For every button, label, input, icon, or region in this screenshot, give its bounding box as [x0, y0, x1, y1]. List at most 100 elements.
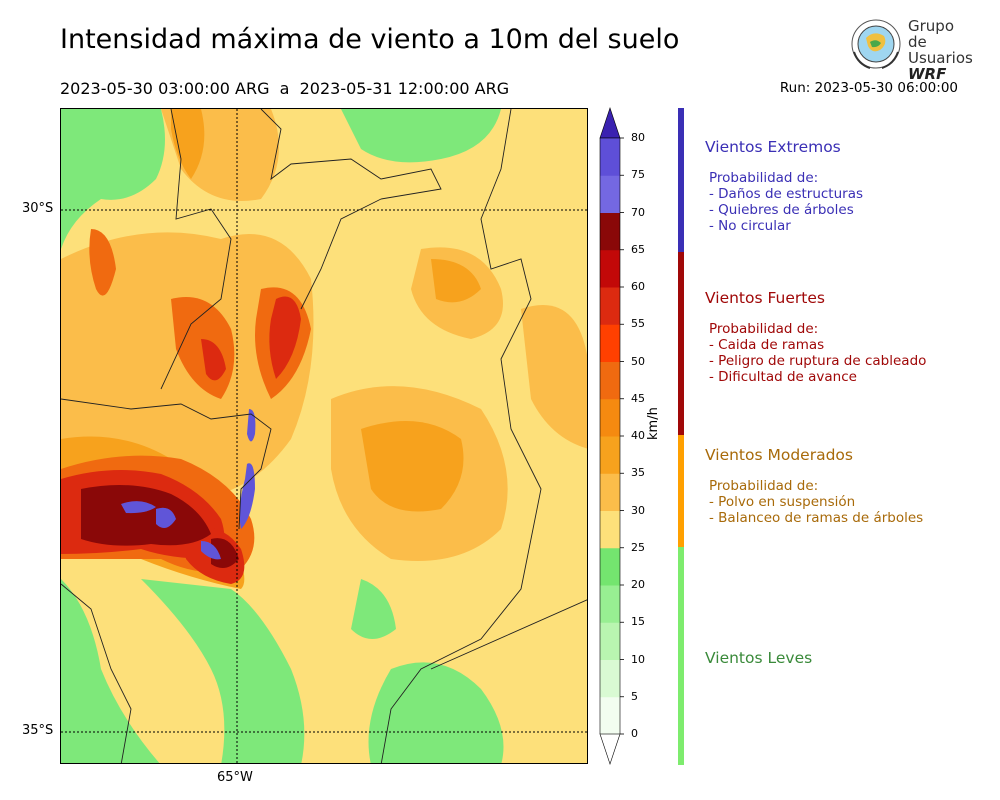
- region-light-wind-nw: [61, 109, 165, 249]
- region-extreme-b: [156, 507, 176, 528]
- region-moderate-core: [361, 421, 464, 512]
- colorbar-bin: [600, 361, 620, 400]
- colorbar-bin: [600, 175, 620, 213]
- category-title: Vientos Leves: [705, 649, 813, 667]
- colorbar-tick-label: 0: [631, 727, 638, 740]
- colorbar-bin: [600, 212, 620, 251]
- colorbar: [599, 107, 624, 765]
- logo-line-1: Grupo de: [908, 17, 954, 51]
- region-extreme-a: [121, 501, 156, 514]
- category-line: - Dificultad de avance: [709, 369, 857, 385]
- colorbar-bin: [600, 622, 620, 660]
- colorbar-tick-label: 75: [631, 168, 645, 182]
- run-time: Run: 2023-05-30 06:00:00: [779, 80, 958, 96]
- colorbar-tick-label: 45: [631, 391, 645, 405]
- colorbar-tick-label: 60: [631, 280, 645, 293]
- category-line: - Polvo en suspensión: [709, 494, 856, 510]
- category-line: Probabilidad de:: [709, 321, 819, 337]
- colorbar-unit: km/h: [646, 407, 661, 440]
- colorbar-extend-bottom: [599, 733, 621, 765]
- category-strong: Vientos Fuertes Probabilidad de: - Caida…: [705, 289, 995, 385]
- province-border-4: [380, 109, 542, 763]
- colorbar-bin: [600, 324, 620, 362]
- wrf-group-logo: Grupo de Usuarios WRF: [848, 16, 973, 82]
- category-line: - Peligro de ruptura de cableado: [709, 353, 927, 369]
- globe-icon: [851, 19, 901, 69]
- category-bar-moderate: [678, 435, 684, 547]
- wind-map: [60, 108, 588, 764]
- category-line: - Caida de ramas: [709, 337, 825, 353]
- region-very-severe-south: [211, 538, 239, 568]
- category-line: Probabilidad de:: [709, 478, 819, 494]
- region-severe-center: [201, 339, 226, 381]
- colorbar-bin: [600, 138, 620, 176]
- colorbar-tick-label: 20: [631, 578, 645, 591]
- category-line: Probabilidad de:: [709, 170, 819, 186]
- colorbar-tick-label: 80: [631, 131, 645, 144]
- region-severe-ridge: [269, 296, 301, 379]
- colorbar-bin: [600, 696, 620, 735]
- province-border-6: [430, 599, 587, 670]
- colorbar-bin: [600, 547, 620, 586]
- category-bar-strong: [678, 252, 684, 435]
- lon-label-65w: 65°W: [217, 770, 253, 785]
- region-moderate-ne-core: [431, 259, 481, 303]
- colorbar-bin: [600, 436, 620, 474]
- category-light: Vientos Leves: [705, 649, 995, 667]
- category-title: Vientos Moderados: [705, 446, 853, 464]
- colorbar-bin: [600, 510, 620, 549]
- region-moderate-east: [521, 305, 587, 449]
- category-moderate: Vientos Moderados Probabilidad de: - Pol…: [705, 446, 995, 526]
- region-light-wind-se: [368, 662, 504, 763]
- region-very-severe-west: [81, 485, 211, 546]
- lat-label-30s: 30°S: [22, 201, 54, 216]
- colorbar-bin: [600, 659, 620, 698]
- colorbar-bin: [600, 585, 620, 623]
- colorbar-tick-label: 30: [631, 503, 645, 517]
- region-extreme-c: [201, 541, 221, 560]
- colorbar-bin: [600, 473, 620, 511]
- logo-text: Grupo de Usuarios WRF: [908, 18, 973, 82]
- colorbar-bin: [600, 398, 620, 437]
- colorbar-tick-label: 70: [631, 205, 645, 219]
- province-border-5: [61, 583, 132, 763]
- colorbar-tick-label: 25: [631, 540, 645, 554]
- colorbar-tick-label: 35: [631, 466, 645, 480]
- forecast-period: 2023-05-30 03:00:00 ARG a 2023-05-31 12:…: [60, 79, 510, 98]
- region-light-wind-sw: [61, 579, 160, 763]
- category-bar-extreme: [678, 108, 684, 252]
- category-line: - No circular: [709, 218, 791, 234]
- category-title: Vientos Fuertes: [705, 289, 825, 307]
- category-line: - Balanceo de ramas de árboles: [709, 510, 924, 526]
- lat-label-35s: 35°S: [22, 723, 54, 738]
- colorbar-bin: [600, 249, 620, 288]
- region-light-wind-center: [351, 579, 396, 639]
- category-extreme: Vientos Extremos Probabilidad de: - Daño…: [705, 138, 995, 234]
- colorbar-tick-label: 15: [631, 615, 645, 629]
- region-moderate-north-core: [171, 109, 205, 179]
- region-extreme-e: [239, 463, 255, 529]
- category-bar-light: [678, 547, 684, 765]
- region-extreme-d: [247, 409, 256, 442]
- category-line: - Daños de estructuras: [709, 186, 864, 202]
- colorbar-tick-label: 65: [631, 242, 645, 256]
- colorbar-tick-label: 55: [631, 317, 645, 331]
- colorbar-tick-label: 40: [631, 429, 645, 442]
- colorbar-tick-label: 10: [631, 652, 645, 666]
- colorbar-bin: [600, 287, 620, 325]
- colorbar-extend-top: [599, 107, 621, 139]
- region-strong-nw-band: [89, 229, 116, 296]
- map-title: Intensidad máxima de viento a 10m del su…: [60, 24, 680, 55]
- category-title: Vientos Extremos: [705, 138, 841, 156]
- province-border-1: [61, 398, 272, 530]
- logo-line-2: Usuarios: [908, 49, 973, 67]
- province-border-3: [260, 109, 442, 310]
- category-line: - Quiebres de árboles: [709, 202, 854, 218]
- logo-line-3: WRF: [908, 65, 947, 83]
- colorbar-tick-label: 5: [631, 689, 638, 703]
- wind-field-svg: [61, 109, 587, 763]
- region-light-wind-north: [341, 109, 501, 163]
- colorbar-tick-label: 50: [631, 354, 645, 368]
- province-border-2: [160, 109, 232, 390]
- region-light-wind-south: [141, 579, 305, 763]
